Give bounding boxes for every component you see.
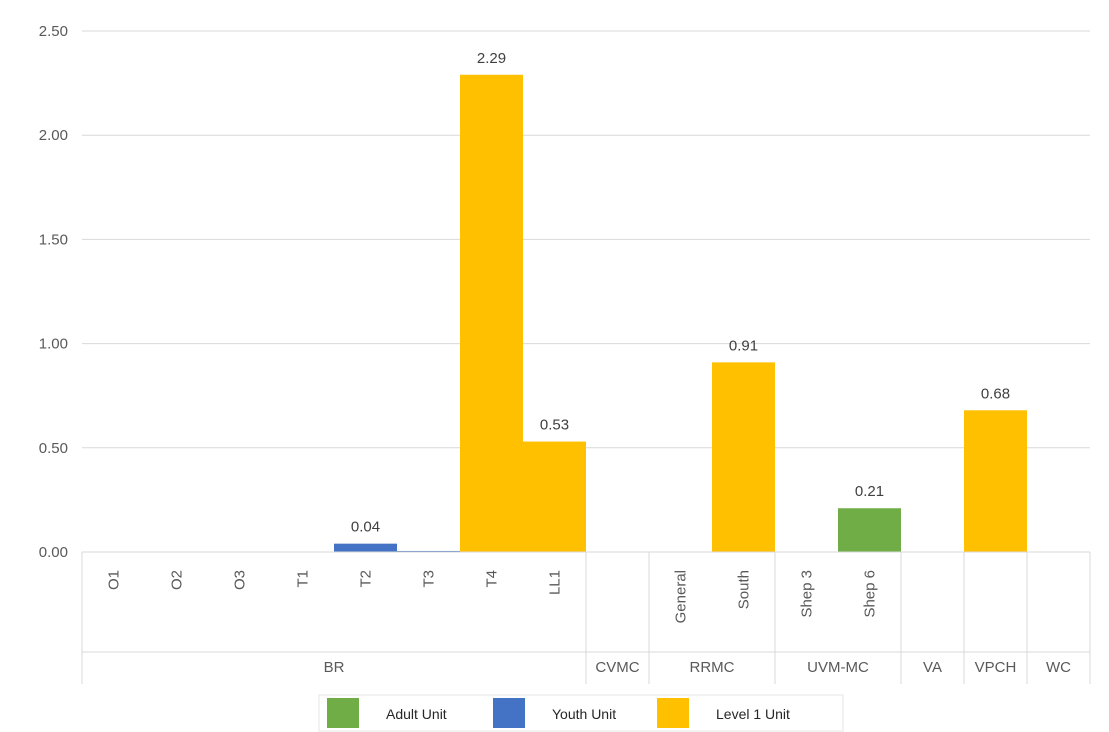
bar: [712, 362, 775, 552]
bar: [964, 410, 1027, 552]
legend-swatch: [327, 698, 359, 728]
y-tick-label: 2.50: [39, 23, 68, 40]
legend-label: Level 1 Unit: [716, 706, 790, 722]
x-category-label: Shep 3: [799, 570, 816, 618]
legend-label: Youth Unit: [552, 706, 616, 722]
legend-swatch: [493, 698, 525, 728]
y-tick-label: 1.00: [39, 336, 68, 353]
x-category-label: O2: [169, 570, 186, 590]
x-category-label: LL1: [547, 570, 564, 595]
data-label: 0.21: [855, 483, 884, 500]
data-label: 0.53: [540, 417, 569, 434]
x-group-label: VA: [923, 659, 942, 676]
x-group-label: RRMC: [690, 659, 735, 676]
y-tick-label: 0.00: [39, 544, 68, 561]
data-label: 0.04: [351, 519, 380, 536]
data-label: 0.68: [981, 385, 1010, 402]
x-group-label: UVM-MC: [807, 659, 869, 676]
x-group-label: VPCH: [975, 659, 1017, 676]
data-label: 0.91: [729, 337, 758, 354]
x-category-label: South: [736, 570, 753, 609]
x-category-label: T1: [295, 570, 312, 588]
y-tick-label: 2.00: [39, 127, 68, 144]
x-category-label: O1: [106, 570, 123, 590]
bar: [334, 544, 397, 552]
x-group-label: CVMC: [595, 659, 639, 676]
legend-label: Adult Unit: [386, 706, 447, 722]
x-group-label: WC: [1046, 659, 1071, 676]
bar: [523, 442, 586, 552]
data-label: 2.29: [477, 50, 506, 67]
y-tick-label: 0.50: [39, 440, 68, 457]
x-category-label: Shep 6: [862, 570, 879, 618]
legend-swatch: [657, 698, 689, 728]
bar: [460, 75, 523, 552]
bar: [838, 508, 901, 552]
x-group-label: BR: [324, 659, 345, 676]
y-tick-label: 1.50: [39, 231, 68, 248]
x-category-label: T4: [484, 570, 501, 588]
x-category-label: O3: [232, 570, 249, 590]
x-category-label: T3: [421, 570, 438, 588]
x-category-label: General: [673, 570, 690, 623]
x-category-label: T2: [358, 570, 375, 588]
